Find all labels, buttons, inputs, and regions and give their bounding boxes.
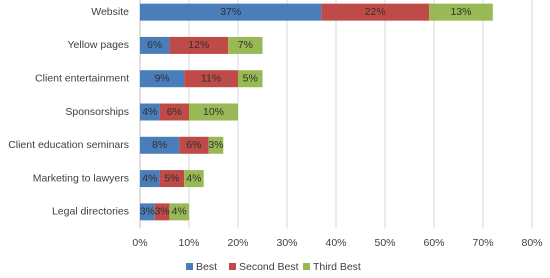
value-label: 37% bbox=[220, 6, 241, 18]
bar-segment bbox=[140, 170, 160, 188]
value-label: 3% bbox=[140, 206, 155, 218]
value-label: 6% bbox=[147, 39, 162, 51]
y-tick-label: Legal directories bbox=[52, 206, 129, 218]
bar-segment bbox=[140, 203, 155, 221]
legend-label: Best bbox=[196, 261, 217, 273]
bar-segment bbox=[228, 36, 263, 54]
value-label: 3% bbox=[208, 139, 223, 151]
value-label: 8% bbox=[152, 139, 167, 151]
legend-label: Third Best bbox=[313, 261, 361, 273]
bar-segment bbox=[140, 3, 322, 21]
bar-segment bbox=[189, 103, 238, 121]
x-tick-label: 80% bbox=[521, 237, 542, 249]
legend-swatch bbox=[229, 263, 236, 270]
bar-segment bbox=[429, 3, 493, 21]
x-tick-label: 40% bbox=[325, 237, 346, 249]
y-tick-label: Client education seminars bbox=[8, 139, 129, 151]
bar-segment bbox=[184, 70, 238, 88]
bar-segment bbox=[154, 203, 170, 221]
bar-segment bbox=[169, 36, 229, 54]
value-label: 6% bbox=[186, 139, 201, 151]
bar-segment bbox=[159, 103, 189, 121]
legend-swatch bbox=[303, 263, 310, 270]
y-tick-label: Marketing to lawyers bbox=[33, 172, 129, 184]
legend-label: Second Best bbox=[239, 261, 299, 273]
value-label: 12% bbox=[188, 39, 209, 51]
x-tick-label: 70% bbox=[472, 237, 493, 249]
value-label: 5% bbox=[164, 172, 179, 184]
value-label: 7% bbox=[238, 39, 253, 51]
y-tick-label: Yellow pages bbox=[68, 39, 130, 51]
y-tick-label: Sponsorships bbox=[65, 106, 129, 118]
bar-segment bbox=[140, 36, 170, 54]
bar-segment bbox=[184, 170, 204, 188]
bar-segment bbox=[179, 136, 209, 154]
bar-segment bbox=[159, 170, 185, 188]
bar-segment bbox=[321, 3, 430, 21]
value-label: 11% bbox=[201, 72, 221, 84]
x-tick-label: 10% bbox=[178, 237, 199, 249]
x-tick-label: 0% bbox=[132, 237, 147, 249]
value-label: 13% bbox=[450, 6, 471, 18]
bar-segment bbox=[208, 136, 224, 154]
value-label: 4% bbox=[172, 206, 187, 218]
y-tick-label: Client entertainment bbox=[35, 72, 129, 84]
x-tick-label: 50% bbox=[374, 237, 395, 249]
value-label: 22% bbox=[365, 6, 386, 18]
bar-segment bbox=[140, 103, 160, 121]
value-label: 6% bbox=[167, 106, 182, 118]
value-label: 4% bbox=[142, 172, 157, 184]
legend-swatch bbox=[186, 263, 193, 270]
bar-segment bbox=[140, 70, 185, 88]
x-tick-label: 20% bbox=[227, 237, 248, 249]
x-tick-label: 60% bbox=[423, 237, 444, 249]
bar-segment bbox=[169, 203, 189, 221]
bar-segment bbox=[140, 136, 180, 154]
bar-segment bbox=[238, 70, 263, 88]
y-tick-label: Website bbox=[91, 6, 129, 18]
value-label: 5% bbox=[243, 72, 258, 84]
value-label: 4% bbox=[186, 172, 201, 184]
value-label: 9% bbox=[154, 72, 169, 84]
x-tick-label: 30% bbox=[276, 237, 297, 249]
value-label: 3% bbox=[154, 206, 169, 218]
value-label: 4% bbox=[142, 106, 157, 118]
value-label: 10% bbox=[203, 106, 224, 118]
